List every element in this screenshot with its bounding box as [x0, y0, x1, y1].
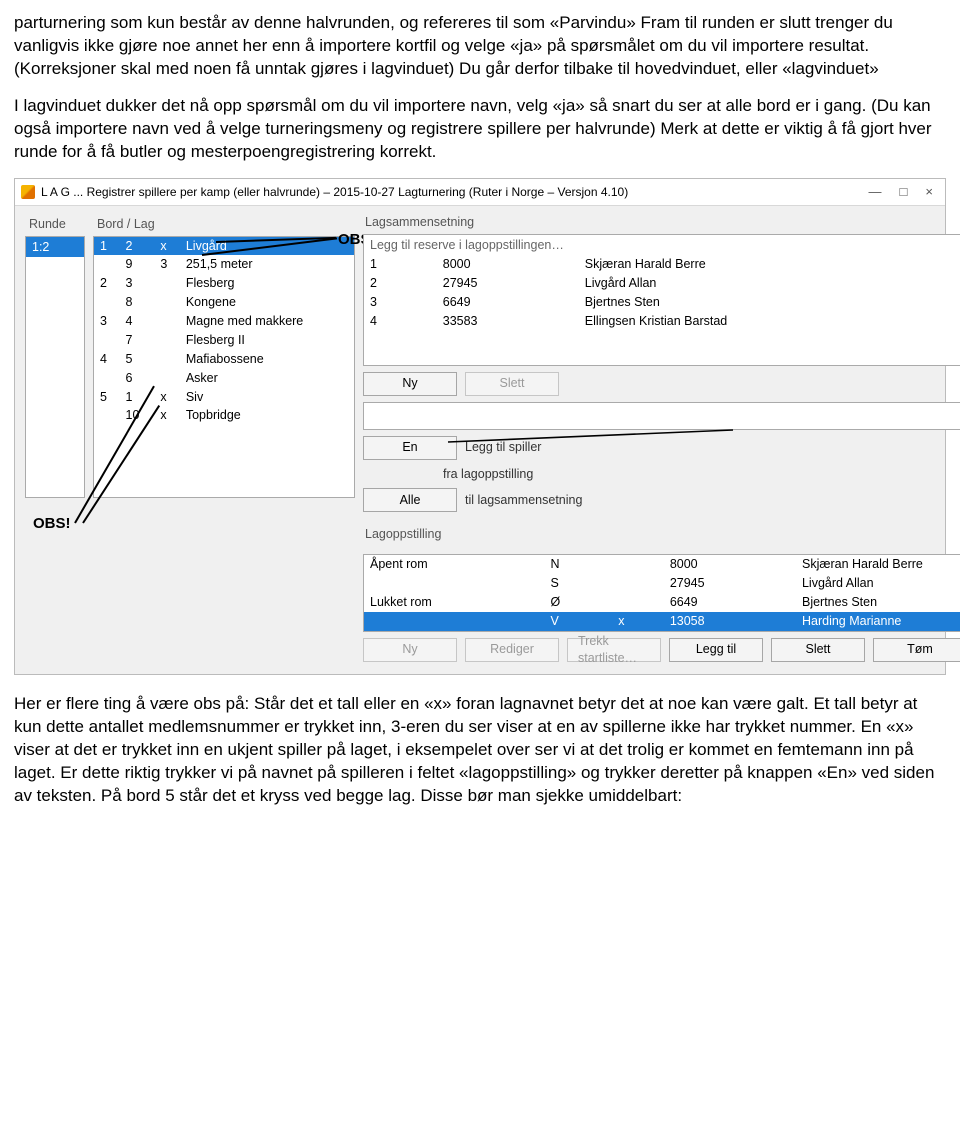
runde-label: Runde	[25, 214, 83, 236]
team-row[interactable]: 51xSiv	[94, 388, 354, 407]
content-area: Runde 1:2 Bord / Lag 12xLivgård93251,5 m…	[15, 206, 945, 674]
rediger-button[interactable]: Rediger	[465, 638, 559, 662]
lagopp-label: Lagoppstilling	[365, 526, 960, 543]
mid-text-2: fra lagoppstilling	[443, 466, 533, 483]
team-row[interactable]: 12xLivgård	[94, 237, 354, 256]
bordlag-label: Bord / Lag	[93, 214, 353, 236]
mid-text-3: til lagsammensetning	[465, 492, 582, 509]
ny2-button[interactable]: Ny	[363, 638, 457, 662]
outro-paragraph: Her er flere ting å være obs på: Står de…	[14, 693, 946, 808]
slett-button[interactable]: Slett	[465, 372, 559, 396]
team-row[interactable]: 8Kongene	[94, 293, 354, 312]
mid-text-1: Legg til spiller	[465, 439, 541, 456]
ny-button[interactable]: Ny	[363, 372, 457, 396]
en-button[interactable]: En	[363, 436, 457, 460]
window-title: L A G ... Registrer spillere per kamp (e…	[41, 184, 869, 200]
team-listbox[interactable]: 12xLivgård93251,5 meter23Flesberg8Kongen…	[93, 236, 355, 498]
app-icon	[21, 185, 35, 199]
runde-row[interactable]: 1:2	[26, 237, 84, 258]
trekk-button[interactable]: Trekk startliste…	[567, 638, 661, 662]
lagsammen-row[interactable]: 18000Skjæran Harald Berre	[364, 255, 960, 274]
lagsammen-label: Lagsammensetning	[365, 214, 960, 231]
alle-button[interactable]: Alle	[363, 488, 457, 512]
lagopp-row[interactable]: Lukket romØ6649Bjertnes Sten	[364, 593, 960, 612]
lagsammen-row[interactable]: 227945Livgård Allan	[364, 274, 960, 293]
lagopp-row[interactable]: Vx13058Harding Marianne	[364, 612, 960, 631]
tom-button[interactable]: Tøm	[873, 638, 960, 662]
slett2-button[interactable]: Slett	[771, 638, 865, 662]
intro-paragraph-1: parturnering som kun består av denne hal…	[14, 12, 946, 81]
lagopp-row[interactable]: S27945Livgård Allan	[364, 574, 960, 593]
lagopp-row[interactable]: Åpent romN8000Skjæran Harald Berre	[364, 555, 960, 574]
runde-listbox[interactable]: 1:2	[25, 236, 85, 498]
window-controls: — □ ×	[869, 183, 939, 201]
lagsammen-row[interactable]: 433583Ellingsen Kristian Barstad	[364, 312, 960, 331]
team-row[interactable]: 23Flesberg	[94, 274, 354, 293]
team-row[interactable]: 6Asker	[94, 369, 354, 388]
maximize-icon[interactable]: □	[900, 183, 908, 201]
app-window: L A G ... Registrer spillere per kamp (e…	[14, 178, 946, 675]
lagopp-listbox[interactable]: Åpent romN8000Skjæran Harald BerreS27945…	[363, 554, 960, 632]
intro-paragraph-2: I lagvinduet dukker det nå opp spørsmål …	[14, 95, 946, 164]
team-row[interactable]: 10xTopbridge	[94, 406, 354, 425]
team-row[interactable]: 7Flesberg II	[94, 331, 354, 350]
close-icon[interactable]: ×	[925, 183, 933, 201]
team-row[interactable]: 93251,5 meter	[94, 255, 354, 274]
titlebar: L A G ... Registrer spillere per kamp (e…	[15, 179, 945, 206]
lagsammen-row[interactable]: 36649Bjertnes Sten	[364, 293, 960, 312]
leggtil-button[interactable]: Legg til	[669, 638, 763, 662]
spacer-box	[363, 402, 960, 430]
team-row[interactable]: 34Magne med makkere	[94, 312, 354, 331]
team-row[interactable]: 45Mafiabossene	[94, 350, 354, 369]
minimize-icon[interactable]: —	[869, 183, 882, 201]
lagsammen-listbox[interactable]: Legg til reserve i lagoppstillingen… 180…	[363, 234, 960, 366]
reserve-hint[interactable]: Legg til reserve i lagoppstillingen…	[364, 235, 960, 256]
